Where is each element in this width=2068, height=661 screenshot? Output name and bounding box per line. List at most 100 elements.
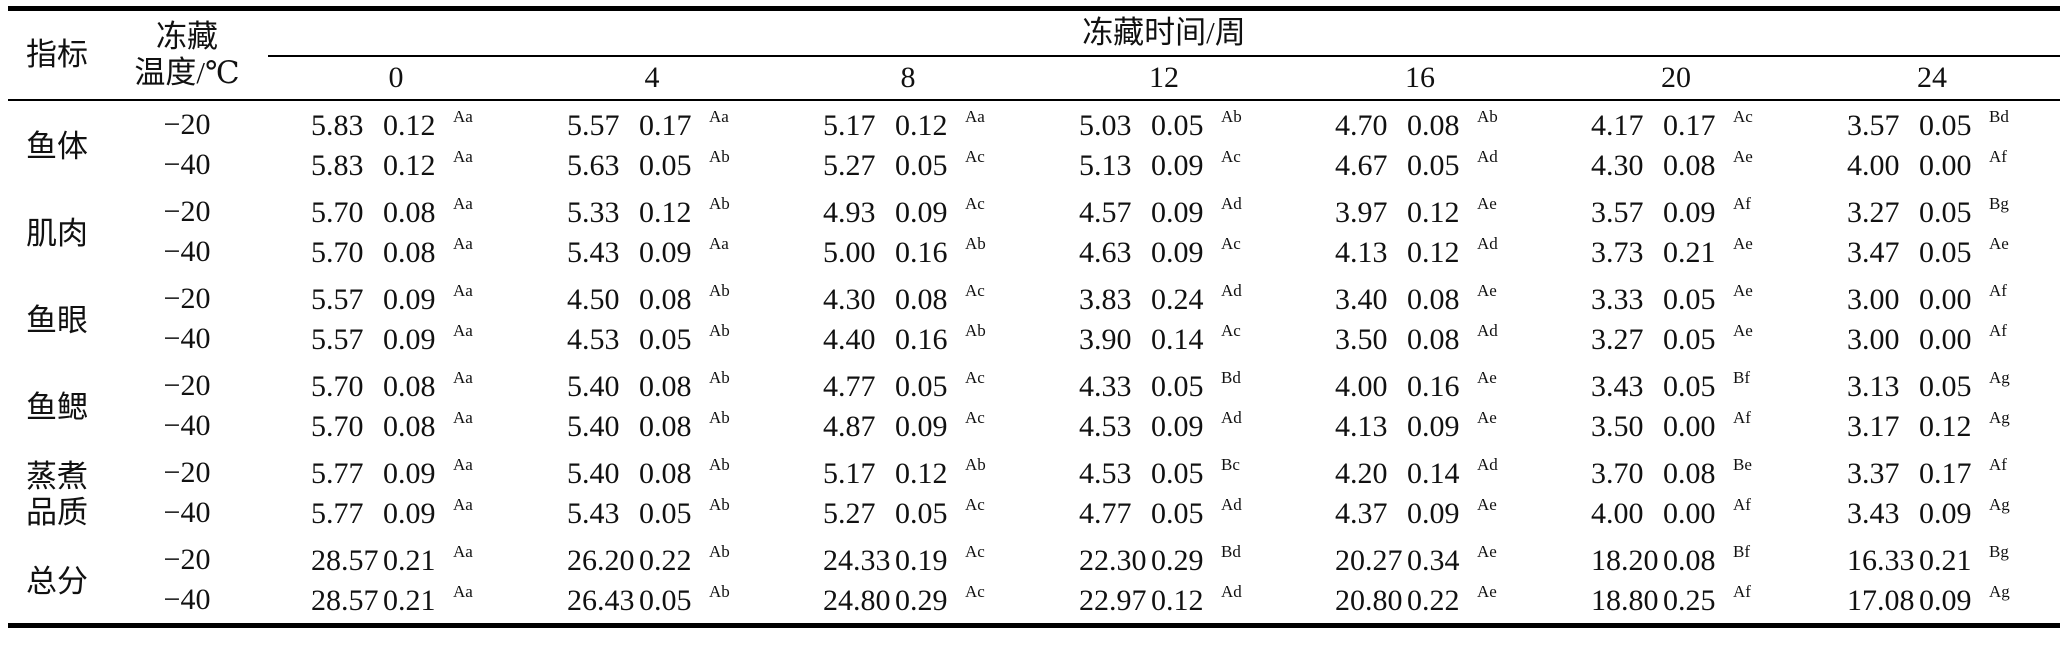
sd-value: 0.05 <box>895 497 948 530</box>
significance-letters: Aa <box>453 455 473 474</box>
mean-value: 5.70 <box>311 410 364 443</box>
significance-letters: Ac <box>965 408 985 427</box>
significance-letters: Ae <box>1989 234 2009 253</box>
score-cell: 18.80 0.25 Af <box>1548 580 1804 626</box>
mean-value: 3.33 <box>1591 283 1644 316</box>
significance-letters: Ad <box>1221 582 1242 601</box>
sd-value: 0.05 <box>895 370 948 403</box>
significance-letters: Ae <box>1477 368 1497 387</box>
significance-letters: Ab <box>709 281 730 300</box>
score-cell: 5.70 0.08 Aa <box>268 188 524 232</box>
score-cell: 5.70 0.08 Aa <box>268 406 524 449</box>
mean-value: 4.00 <box>1847 149 1900 182</box>
sensory-score-table-container: 指标 冻藏 温度/℃ 冻藏时间/周 0 4 8 12 16 20 24 鱼体 −20 5.83 0.… <box>8 6 2060 628</box>
score-cell: 3.33 0.05 Ae <box>1548 275 1804 319</box>
sd-value: 0.09 <box>895 196 948 229</box>
significance-letters: Ad <box>1477 147 1498 166</box>
sd-value: 0.12 <box>639 196 692 229</box>
mean-value: 3.40 <box>1335 283 1388 316</box>
significance-letters: Be <box>1733 455 1752 474</box>
significance-letters: Ad <box>1221 281 1242 300</box>
sd-value: 0.09 <box>1151 236 1204 269</box>
mean-value: 3.27 <box>1847 196 1900 229</box>
significance-letters: Ad <box>1477 234 1498 253</box>
mean-value: 3.43 <box>1591 370 1644 403</box>
sd-value: 0.29 <box>895 584 948 617</box>
sd-value: 0.12 <box>895 109 948 142</box>
mean-value: 22.97 <box>1079 584 1147 617</box>
significance-letters: Aa <box>453 194 473 213</box>
mean-value: 5.77 <box>311 457 364 490</box>
significance-letters: Ab <box>709 368 730 387</box>
significance-letters: Ae <box>1733 281 1753 300</box>
mean-value: 3.00 <box>1847 323 1900 356</box>
significance-letters: Ab <box>709 455 730 474</box>
table-row: −40 5.57 0.09 Aa 4.53 0.05 Ab 4.40 0.16 Ab 3.90 0.1… <box>8 319 2060 362</box>
score-cell: 20.27 0.34 Ae <box>1292 536 1548 580</box>
mean-value: 5.03 <box>1079 109 1132 142</box>
score-cell: 5.57 0.09 Aa <box>268 319 524 362</box>
score-cell: 4.53 0.09 Ad <box>1036 406 1292 449</box>
significance-letters: Ad <box>1477 455 1498 474</box>
sd-value: 0.09 <box>383 457 436 490</box>
mean-value: 4.37 <box>1335 497 1388 530</box>
row-temperature: −40 <box>163 322 211 355</box>
sd-value: 0.05 <box>895 149 948 182</box>
significance-letters: Af <box>1733 495 1751 514</box>
score-cell: 18.20 0.08 Bf <box>1548 536 1804 580</box>
significance-letters: Ac <box>1733 107 1753 126</box>
mean-value: 3.97 <box>1335 196 1388 229</box>
row-temperature: −20 <box>163 195 211 228</box>
score-cell: 3.57 0.05 Bd <box>1804 100 2060 145</box>
mean-value: 4.30 <box>823 283 876 316</box>
header-index: 指标 <box>8 8 106 101</box>
sd-value: 0.05 <box>1663 283 1716 316</box>
score-cell: 3.17 0.12 Ag <box>1804 406 2060 449</box>
score-cell: 5.33 0.12 Ab <box>524 188 780 232</box>
score-cell: 3.50 0.00 Af <box>1548 406 1804 449</box>
sd-value: 0.17 <box>639 109 692 142</box>
significance-letters: Bc <box>1221 455 1240 474</box>
score-cell: 16.33 0.21 Bg <box>1804 536 2060 580</box>
score-cell: 5.00 0.16 Ab <box>780 232 1036 275</box>
table-row: 鱼眼 −20 5.57 0.09 Aa 4.50 0.08 Ab 4.30 0.08 Ac 3.83 0… <box>8 275 2060 338</box>
mean-value: 4.00 <box>1591 497 1644 530</box>
mean-value: 3.47 <box>1847 236 1900 269</box>
mean-value: 4.53 <box>1079 410 1132 443</box>
score-cell: 3.43 0.05 Bf <box>1548 362 1804 406</box>
row-temperature: −20 <box>163 543 211 576</box>
score-cell: 3.50 0.08 Ad <box>1292 319 1548 362</box>
score-cell: 3.57 0.09 Af <box>1548 188 1804 232</box>
score-cell: 3.90 0.14 Ac <box>1036 319 1292 362</box>
significance-letters: Ae <box>1477 495 1497 514</box>
score-cell: 4.13 0.12 Ad <box>1292 232 1548 275</box>
header-week-8: 8 <box>900 61 916 94</box>
sd-value: 0.08 <box>639 370 692 403</box>
table-row: 肌肉 −20 5.70 0.08 Aa 5.33 0.12 Ab 4.93 0.09 Ac 4.57 0… <box>8 188 2060 251</box>
significance-letters: Bg <box>1989 194 2009 213</box>
header-week-4: 4 <box>644 61 660 94</box>
mean-value: 26.43 <box>567 584 635 617</box>
significance-letters: Ab <box>709 582 730 601</box>
score-cell: 24.80 0.29 Ac <box>780 580 1036 626</box>
mean-value: 4.77 <box>1079 497 1132 530</box>
mean-value: 5.57 <box>311 283 364 316</box>
header-week-24: 24 <box>1917 61 1947 94</box>
significance-letters: Ag <box>1989 495 2010 514</box>
mean-value: 4.30 <box>1591 149 1644 182</box>
mean-value: 4.53 <box>1079 457 1132 490</box>
significance-letters: Aa <box>709 234 729 253</box>
sd-value: 0.08 <box>639 410 692 443</box>
significance-letters: Ae <box>1733 321 1753 340</box>
score-cell: 3.13 0.05 Ag <box>1804 362 2060 406</box>
sd-value: 0.08 <box>895 283 948 316</box>
score-cell: 4.20 0.14 Ad <box>1292 449 1548 493</box>
sd-value: 0.21 <box>383 544 436 577</box>
significance-letters: Ab <box>709 542 730 561</box>
score-cell: 5.17 0.12 Ab <box>780 449 1036 493</box>
sd-value: 0.12 <box>1407 196 1460 229</box>
score-cell: 26.43 0.05 Ab <box>524 580 780 626</box>
significance-letters: Ag <box>1989 408 2010 427</box>
score-cell: 24.33 0.19 Ac <box>780 536 1036 580</box>
score-cell: 3.47 0.05 Ae <box>1804 232 2060 275</box>
